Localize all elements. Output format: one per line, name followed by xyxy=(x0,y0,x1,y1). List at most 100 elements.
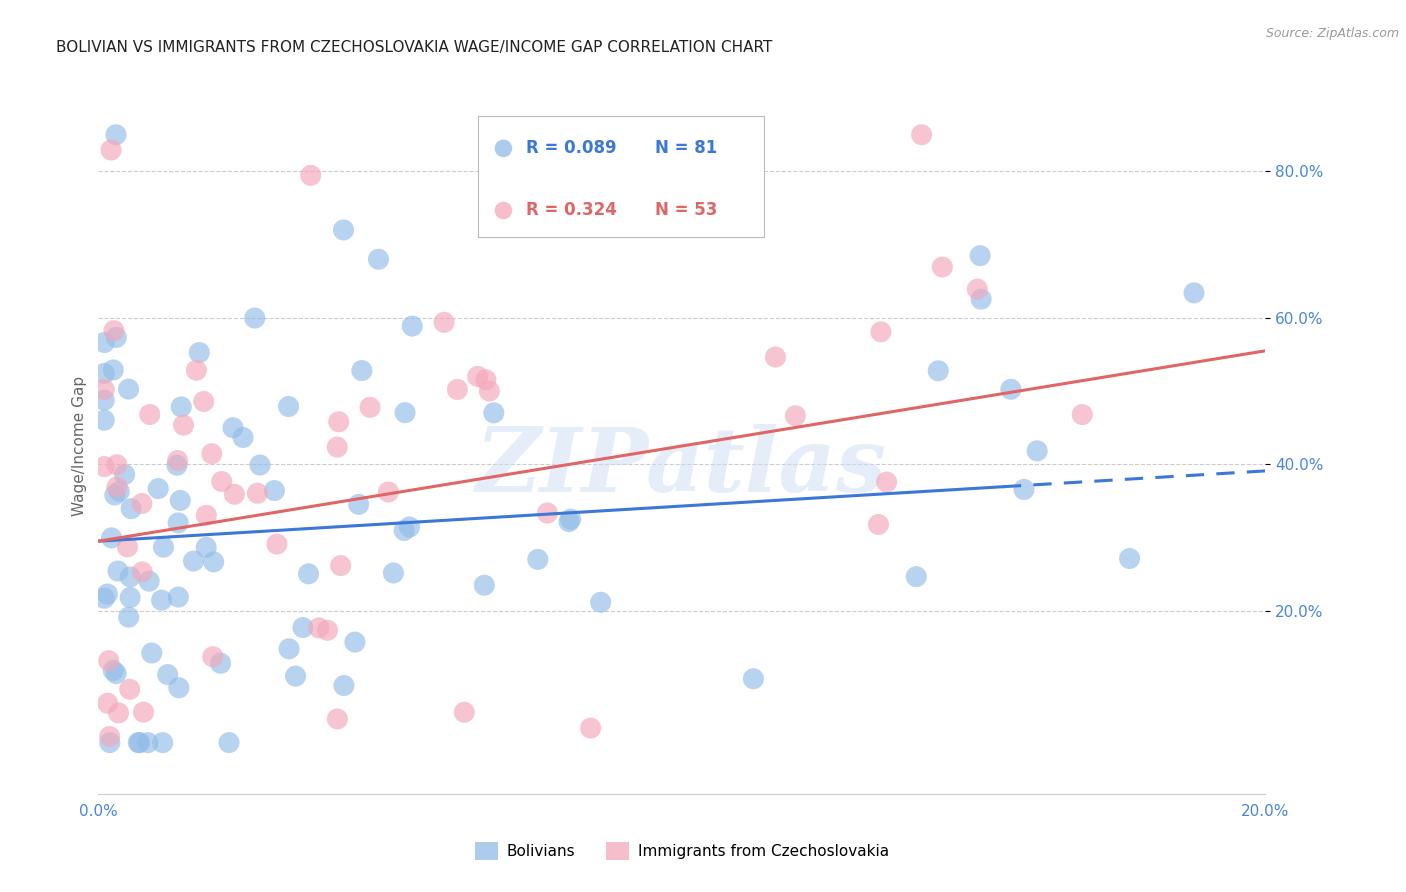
Point xyxy=(475,373,498,387)
Point xyxy=(167,516,190,530)
Point xyxy=(927,364,949,378)
Point xyxy=(152,736,174,750)
Point xyxy=(222,421,245,435)
Point xyxy=(120,591,142,605)
Point xyxy=(120,570,142,584)
Point xyxy=(131,496,153,510)
Point xyxy=(433,315,456,329)
Point xyxy=(246,486,269,500)
Point xyxy=(382,566,405,580)
Point xyxy=(266,537,288,551)
Text: BOLIVIAN VS IMMIGRANTS FROM CZECHOSLOVAKIA WAGE/INCOME GAP CORRELATION CHART: BOLIVIAN VS IMMIGRANTS FROM CZECHOSLOVAK… xyxy=(56,40,773,55)
Point xyxy=(127,736,149,750)
Point xyxy=(966,282,988,296)
Point xyxy=(308,621,330,635)
Point xyxy=(446,383,468,397)
Point xyxy=(105,666,128,681)
Point xyxy=(785,409,807,423)
Point xyxy=(347,497,370,511)
Point xyxy=(93,393,115,408)
Point xyxy=(167,590,190,604)
Point xyxy=(139,408,162,422)
Point xyxy=(232,430,254,444)
Point xyxy=(93,591,115,606)
Point xyxy=(138,574,160,589)
Point xyxy=(93,413,115,427)
Point xyxy=(969,249,991,263)
Point xyxy=(105,330,128,344)
Point xyxy=(343,635,366,649)
Point xyxy=(201,447,224,461)
Point xyxy=(167,681,190,695)
Point xyxy=(93,335,115,350)
Point xyxy=(103,363,125,377)
Point xyxy=(169,493,191,508)
Point xyxy=(103,324,125,338)
Text: ZIPatlas: ZIPatlas xyxy=(477,424,887,510)
Point xyxy=(93,383,115,397)
Point xyxy=(202,555,225,569)
Point xyxy=(118,682,141,697)
Point xyxy=(132,705,155,719)
Point xyxy=(558,515,581,529)
Point xyxy=(1182,285,1205,300)
Point xyxy=(104,488,127,502)
Point xyxy=(108,484,131,499)
Point xyxy=(284,669,307,683)
Point xyxy=(209,657,232,671)
Point xyxy=(277,400,299,414)
Point xyxy=(333,679,356,693)
Point xyxy=(93,367,115,381)
Point xyxy=(1012,483,1035,497)
Point xyxy=(186,363,208,377)
Point xyxy=(249,458,271,472)
Point xyxy=(329,558,352,573)
Point xyxy=(316,624,339,638)
Point xyxy=(472,578,495,592)
Point xyxy=(166,458,188,473)
Point xyxy=(579,721,602,735)
Point xyxy=(350,363,373,377)
Point xyxy=(742,672,765,686)
Point xyxy=(243,311,266,326)
Point xyxy=(128,736,150,750)
Point xyxy=(482,406,505,420)
Point xyxy=(392,524,415,538)
Point xyxy=(105,458,128,472)
Point xyxy=(299,169,322,183)
Point xyxy=(170,400,193,414)
Point xyxy=(148,482,170,496)
Point xyxy=(377,485,399,500)
Point xyxy=(195,541,218,555)
Point xyxy=(970,292,993,306)
Point xyxy=(195,508,218,523)
Point xyxy=(173,418,195,433)
Point xyxy=(326,440,349,454)
Point xyxy=(218,736,240,750)
Point xyxy=(478,384,501,398)
Point xyxy=(224,487,246,501)
Point xyxy=(103,664,125,678)
Point xyxy=(291,621,314,635)
Point xyxy=(183,554,205,568)
Point xyxy=(910,128,932,142)
Point xyxy=(100,143,122,157)
Point xyxy=(536,506,558,520)
Point xyxy=(876,475,898,489)
Point xyxy=(117,382,139,396)
Legend: Bolivians, Immigrants from Czechoslovakia: Bolivians, Immigrants from Czechoslovaki… xyxy=(468,836,896,866)
Point xyxy=(560,512,582,526)
Point xyxy=(150,593,173,607)
Point xyxy=(141,646,163,660)
Point xyxy=(93,459,115,474)
Point xyxy=(326,712,349,726)
Text: Source: ZipAtlas.com: Source: ZipAtlas.com xyxy=(1265,27,1399,40)
Point xyxy=(1118,551,1140,566)
Point xyxy=(359,401,381,415)
Point xyxy=(201,649,224,664)
Y-axis label: Wage/Income Gap: Wage/Income Gap xyxy=(72,376,87,516)
Point xyxy=(297,566,319,581)
Point xyxy=(905,569,928,583)
Point xyxy=(96,587,118,601)
Point xyxy=(100,531,122,545)
